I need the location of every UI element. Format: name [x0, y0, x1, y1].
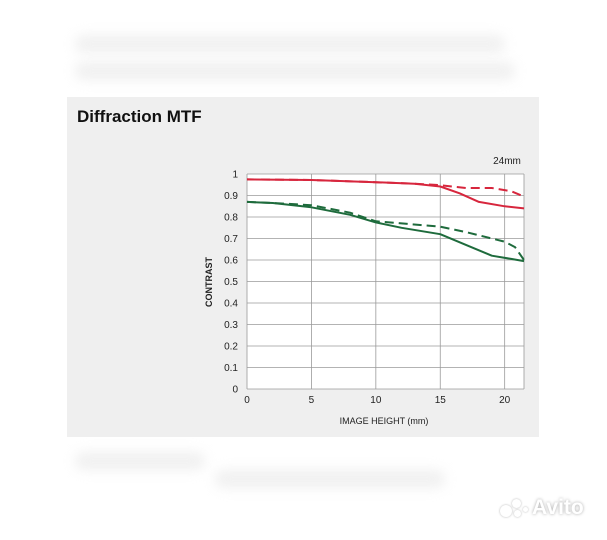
x-tick-label: 0 [244, 395, 250, 406]
y-tick-label: 0.9 [224, 191, 238, 202]
x-axis-label: IMAGE HEIGHT (mm) [340, 416, 429, 426]
watermark-text: Avito [532, 496, 584, 519]
x-tick-label: 10 [370, 395, 382, 406]
focal-length-annotation: 24mm [493, 156, 521, 167]
series-line [246, 200, 525, 263]
y-tick-label: 1 [232, 170, 238, 181]
mtf-chart: 00.10.20.30.40.50.60.70.80.910 5 10 15 20 24… [204, 156, 525, 426]
avito-watermark: Avito [498, 496, 584, 520]
avito-logo-icon [498, 497, 528, 519]
blurred-text-line [215, 470, 445, 488]
blurred-text-line [75, 62, 515, 80]
y-tick-label: 0.1 [224, 363, 238, 374]
series-line [246, 178, 525, 198]
y-tick-label: 0.6 [224, 256, 238, 267]
y-tick-label: 0.2 [224, 342, 238, 353]
x-tick-label: 15 [435, 395, 447, 406]
y-tick-label: 0.3 [224, 320, 238, 331]
y-tick-label: 0.7 [224, 234, 238, 245]
y-tick-label: 0 [232, 385, 238, 396]
y-tick-label: 0.8 [224, 213, 238, 224]
chart-panel: Diffraction MTF 0 0.1 0.2 0.3 0.4 0.5 0.6 0.7 0.… [67, 97, 539, 437]
y-tick-label: 0.5 [224, 277, 238, 288]
y-tick-label: 0.4 [224, 299, 238, 310]
blurred-text-line [75, 452, 205, 470]
series-line [246, 200, 525, 261]
x-tick-label: 5 [309, 395, 315, 406]
y-axis-label: CONTRAST [204, 257, 214, 307]
blurred-text-line [75, 35, 505, 53]
chart-title: Diffraction MTF [77, 107, 202, 126]
x-tick-label: 20 [499, 395, 511, 406]
